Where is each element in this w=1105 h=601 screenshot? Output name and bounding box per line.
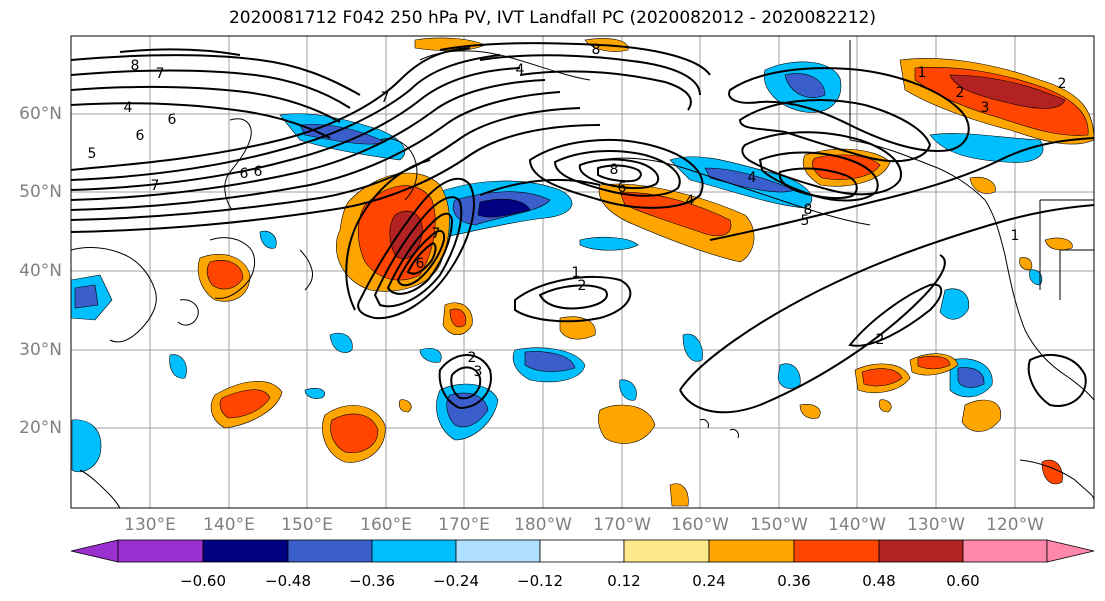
- contour-label: 7: [151, 178, 160, 194]
- colorbar-tick-label: −0.48: [265, 572, 311, 590]
- contour-label: 2: [578, 278, 587, 294]
- map-frame: [70, 35, 1095, 509]
- colorbar-tick-label: 0.24: [692, 572, 726, 590]
- colorbar-tick-label: −0.24: [433, 572, 479, 590]
- contour-label: 6: [618, 180, 627, 196]
- lat-label: 60°N: [19, 104, 62, 124]
- lat-label: 20°N: [19, 418, 62, 438]
- colorbar-segment: [793, 539, 880, 563]
- contour-label: 3: [474, 364, 483, 380]
- contour-label: 4: [748, 170, 757, 186]
- contour-label: 2: [876, 332, 885, 348]
- lon-label: 140°E: [203, 515, 255, 535]
- colorbar-segment: [202, 539, 289, 563]
- colorbar-tick-label: −0.36: [349, 572, 395, 590]
- colorbar-tick-label: 0.36: [777, 572, 811, 590]
- map-area: 8 7 6 4 6 7 6 5 6 7 4 8 8 7 6 2 2 1 2 3 …: [71, 36, 1094, 508]
- colorbar-segment: [708, 539, 795, 563]
- colorbar-segment: [371, 539, 457, 563]
- lon-label: 130°E: [124, 515, 176, 535]
- colorbar-tick-label: −0.12: [517, 572, 563, 590]
- lon-label: 150°W: [750, 515, 808, 535]
- lat-label: 40°N: [19, 261, 62, 281]
- colorbar-tick-label: −0.60: [180, 572, 226, 590]
- colorbar-extend-low: [70, 539, 119, 563]
- contour-label: 7: [156, 66, 165, 82]
- contour-labels: 8 7 6 4 6 7 6 5 6 7 4 8 8 7 6 2 2 1 2 3 …: [88, 42, 1067, 380]
- pv-contours: [71, 42, 1094, 414]
- contour-label: 4: [686, 193, 695, 209]
- lat-label: 30°N: [19, 340, 62, 360]
- contour-label: 4: [516, 62, 525, 78]
- contour-label: 8: [592, 42, 601, 58]
- lon-label: 160°W: [671, 515, 729, 535]
- lon-label: 170°E: [438, 515, 490, 535]
- contour-label: 3: [981, 100, 990, 116]
- colorbar-segment: [539, 539, 625, 563]
- contour-label: 2: [1058, 76, 1067, 92]
- lon-label: 140°W: [828, 515, 886, 535]
- contour-label: 7: [432, 226, 441, 242]
- contour-label: 5: [801, 213, 810, 229]
- contour-label: 6: [168, 112, 177, 128]
- contour-label: 4: [124, 100, 133, 116]
- contour-label: 6: [136, 128, 145, 144]
- colorbar-segment: [455, 539, 541, 563]
- lon-label: 150°E: [281, 515, 333, 535]
- lon-label: 170°W: [593, 515, 651, 535]
- lat-label: 50°N: [19, 182, 62, 202]
- contour-label: 6: [254, 164, 263, 180]
- lon-label: 180°W: [514, 515, 572, 535]
- contour-label: 2: [468, 350, 477, 366]
- map-title: 2020081712 F042 250 hPa PV, IVT Landfall…: [228, 8, 876, 28]
- contour-label: 2: [956, 85, 965, 101]
- contour-label: 8: [610, 162, 619, 178]
- contour-label: 6: [416, 256, 425, 272]
- colorbar-tick-label: 0.12: [607, 572, 641, 590]
- contour-label: 1: [572, 265, 581, 281]
- colorbar-segment: [287, 539, 373, 563]
- contour-label: 1: [918, 65, 927, 81]
- colorbar-segment: [117, 539, 204, 563]
- colorbar: [70, 539, 1095, 563]
- colorbar-tick-label: 0.48: [862, 572, 896, 590]
- lon-label: 130°W: [907, 515, 965, 535]
- colorbar-extend-high: [1046, 539, 1095, 563]
- colorbar-segment: [878, 539, 964, 563]
- lon-label: 120°W: [986, 515, 1044, 535]
- contour-label: 6: [240, 166, 249, 182]
- colorbar-segment: [623, 539, 710, 563]
- colorbar-tick-label: 0.60: [946, 572, 980, 590]
- contour-label: 8: [131, 58, 140, 74]
- contour-label: 1: [1011, 228, 1020, 244]
- contour-label: 7: [381, 90, 390, 106]
- lon-label: 160°E: [360, 515, 412, 535]
- contour-label: 5: [88, 146, 97, 162]
- colorbar-segment: [962, 539, 1048, 563]
- contour-label: 8: [804, 202, 813, 218]
